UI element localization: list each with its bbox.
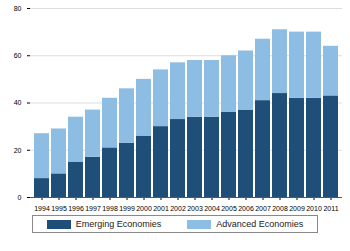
svg-text:80: 80 [14,5,22,12]
svg-text:20: 20 [14,146,22,153]
svg-text:1994: 1994 [34,205,50,212]
svg-text:2004: 2004 [204,205,220,212]
svg-text:2002: 2002 [170,205,186,212]
svg-text:1998: 1998 [102,205,118,212]
svg-text:2007: 2007 [255,205,271,212]
svg-text:2005: 2005 [221,205,237,212]
svg-text:1997: 1997 [85,205,101,212]
svg-text:40: 40 [14,99,22,106]
svg-text:2009: 2009 [289,205,305,212]
svg-text:2000: 2000 [136,205,152,212]
svg-text:1995: 1995 [51,205,67,212]
svg-text:60: 60 [14,52,22,59]
svg-text:1999: 1999 [119,205,135,212]
html-text:Advanced Economies: Advanced Economies [216,219,304,229]
svg-text:2008: 2008 [272,205,288,212]
svg-text:2001: 2001 [153,205,169,212]
svg-text:2011: 2011 [323,205,338,212]
svg-text:0: 0 [18,194,22,201]
html-text:Emerging Economies: Emerging Economies [75,219,162,229]
svg-text:2003: 2003 [187,205,203,212]
svg-text:1996: 1996 [68,205,84,212]
svg-text:2006: 2006 [238,205,254,212]
svg-text:2010: 2010 [306,205,322,212]
